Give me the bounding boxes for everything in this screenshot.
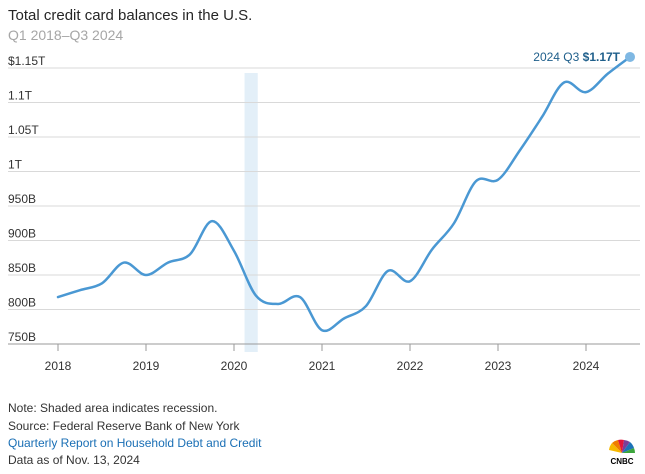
x-tick-label: 2019 <box>133 359 160 373</box>
y-tick-label: 900B <box>8 227 36 241</box>
y-tick-label: $1.15T <box>8 54 46 68</box>
line-chart: $1.15T 1.1T 1.05T 1T 950B 900B 850B 800B 750B 20… <box>8 50 640 373</box>
latest-value-label: 2024 Q3 $1.17T <box>533 50 620 64</box>
footer-data-date: Data as of Nov. 13, 2024 <box>8 453 140 467</box>
x-tick-label: 2021 <box>309 359 336 373</box>
y-tick-label: 1T <box>8 158 23 172</box>
x-tick-label: 2022 <box>397 359 424 373</box>
y-tick-label: 850B <box>8 261 36 275</box>
y-tick-label: 1.1T <box>8 89 33 103</box>
chart-title: Total credit card balances in the U.S. <box>8 7 253 24</box>
x-tick-label: 2020 <box>221 359 248 373</box>
balance-series-line <box>56 55 632 333</box>
chart-subtitle: Q1 2018–Q3 2024 <box>8 27 124 43</box>
x-tick-label: 2024 <box>573 359 600 373</box>
footer-note: Note: Shaded area indicates recession. <box>8 401 218 415</box>
y-tick-label: 1.05T <box>8 123 39 137</box>
x-tick-label: 2018 <box>45 359 72 373</box>
footer-source: Source: Federal Reserve Bank of New York <box>8 419 240 433</box>
cnbc-logo-text: CNBC <box>610 457 633 466</box>
recession-band <box>244 73 258 352</box>
latest-period: 2024 Q3 <box>533 50 582 64</box>
footer-report-link[interactable]: Quarterly Report on Household Debt and C… <box>8 436 262 450</box>
x-tick-label: 2023 <box>485 359 512 373</box>
latest-point-marker <box>625 51 635 62</box>
y-tick-label: 800B <box>8 296 36 310</box>
cnbc-peacock-logo: CNBC <box>609 439 635 466</box>
y-tick-label: 750B <box>8 330 36 344</box>
y-tick-label: 950B <box>8 192 36 206</box>
latest-value: $1.17T <box>583 50 621 64</box>
